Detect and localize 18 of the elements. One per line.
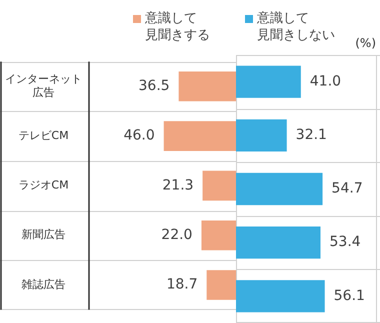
legend-label: 意識して見聞きする — [145, 10, 210, 44]
data-label: 54.7 — [332, 180, 363, 197]
data-label: 32.1 — [296, 127, 327, 144]
data-label: 36.5 — [138, 78, 170, 94]
y-tick-label: 新聞広告 — [22, 228, 66, 242]
data-label: 21.3 — [162, 177, 194, 194]
data-label: 53.4 — [330, 234, 361, 250]
y-tick-label: ラジオCM — [18, 178, 69, 192]
data-label: 56.1 — [334, 288, 365, 304]
data-label: 41.0 — [310, 73, 342, 90]
legend-label: 意識して見聞きしない — [257, 10, 335, 44]
y-tick-label: インターネット広告 — [5, 72, 82, 99]
y-tick-label: 雑誌広告 — [22, 278, 66, 291]
data-label: 46.0 — [124, 128, 155, 144]
y-tick-label: テレビCM — [18, 128, 69, 142]
text: (%) — [355, 36, 376, 50]
data-label: 22.0 — [161, 226, 192, 243]
data-label: 18.7 — [166, 276, 198, 293]
